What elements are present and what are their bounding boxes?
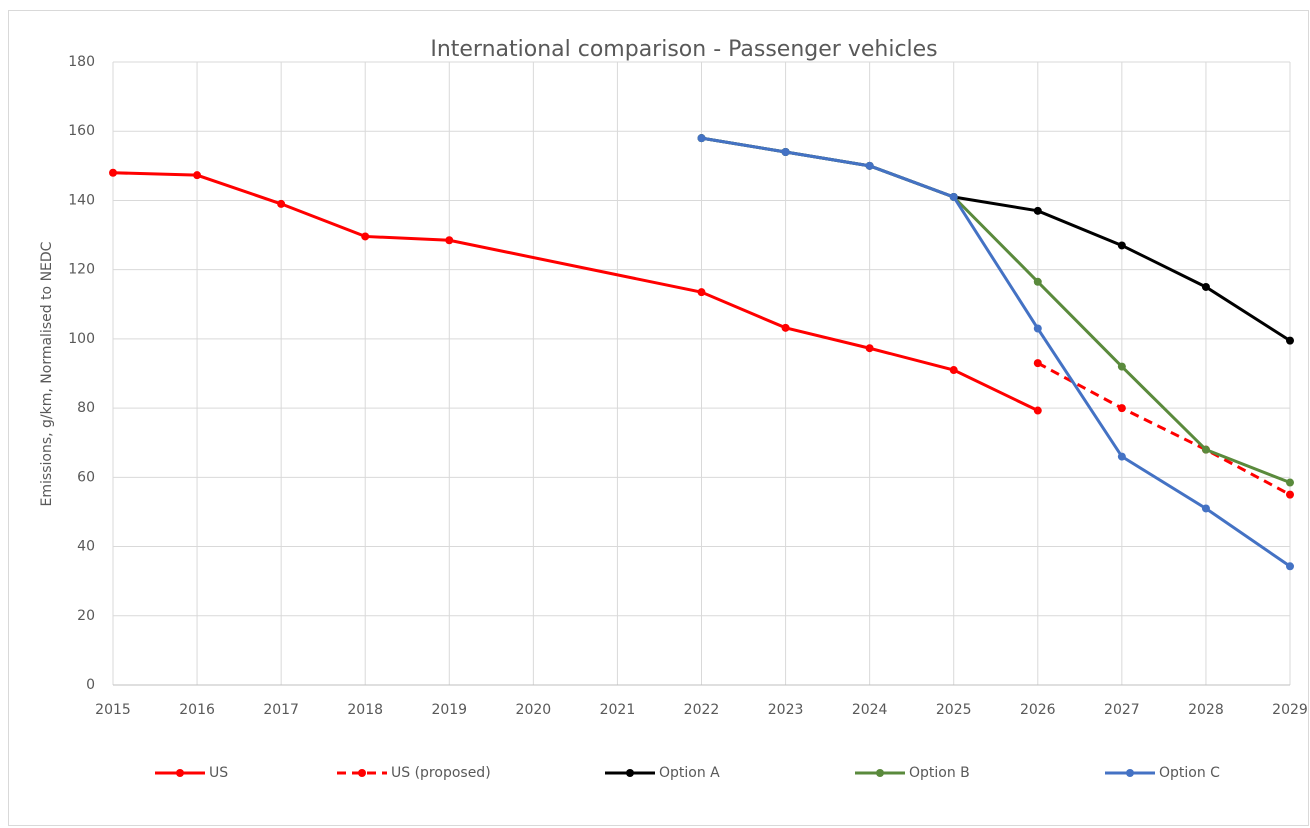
- y-tick-label: 120: [68, 262, 95, 278]
- series-line: [112, 171, 1039, 412]
- data-point: [1117, 404, 1126, 413]
- y-tick-label: 100: [68, 331, 95, 347]
- data-point: [865, 344, 874, 353]
- legend-label: Option C: [1159, 765, 1220, 781]
- x-tick-label: 2029: [1272, 702, 1308, 718]
- data-point: [949, 192, 958, 201]
- y-tick-label: 20: [77, 608, 95, 624]
- x-tick-label: 2022: [684, 702, 720, 718]
- x-tick-label: 2018: [347, 702, 383, 718]
- y-tick-label: 0: [86, 677, 95, 693]
- legend-marker: [358, 769, 366, 777]
- legend-marker: [176, 769, 184, 777]
- x-tick-label: 2019: [431, 702, 467, 718]
- legend-marker: [876, 769, 884, 777]
- data-point: [697, 134, 706, 143]
- data-point: [781, 147, 790, 156]
- legend-marker: [1126, 769, 1134, 777]
- data-point: [1117, 241, 1126, 250]
- x-tick-label: 2024: [852, 702, 888, 718]
- data-point: [1033, 324, 1042, 333]
- chart-title: International comparison - Passenger veh…: [430, 37, 937, 62]
- x-tick-label: 2028: [1188, 702, 1224, 718]
- data-point: [1117, 362, 1126, 371]
- x-tick-label: 2021: [600, 702, 636, 718]
- y-axis-label: Emissions, g/km, Normalised to NEDC: [39, 241, 55, 506]
- data-point: [361, 232, 370, 241]
- data-point: [1286, 478, 1294, 487]
- y-tick-label: 40: [77, 539, 95, 555]
- x-tick-label: 2025: [936, 702, 972, 718]
- y-tick-label: 60: [77, 469, 95, 485]
- data-point: [949, 366, 958, 375]
- x-tick-label: 2017: [263, 702, 299, 718]
- data-point: [1286, 562, 1294, 571]
- data-point: [1117, 452, 1126, 461]
- data-point: [1201, 282, 1210, 291]
- y-tick-label: 160: [68, 123, 95, 139]
- x-tick-label: 2026: [1020, 702, 1056, 718]
- data-point: [1201, 445, 1210, 454]
- x-tick-label: 2027: [1104, 702, 1140, 718]
- series-line: [701, 136, 1291, 568]
- x-tick-label: 2020: [516, 702, 552, 718]
- data-point: [781, 323, 790, 332]
- chart-border: [8, 10, 1309, 826]
- legend-label: Option B: [909, 765, 970, 781]
- data-point: [277, 199, 286, 208]
- x-tick-label: 2023: [768, 702, 804, 718]
- y-tick-label: 180: [68, 54, 95, 70]
- x-tick-label: 2015: [95, 702, 131, 718]
- legend-label: US (proposed): [391, 765, 491, 781]
- data-point: [1033, 359, 1042, 368]
- series-line: [1037, 361, 1291, 496]
- data-point: [1201, 504, 1210, 513]
- data-point: [109, 168, 117, 177]
- y-tick-label: 80: [77, 400, 95, 416]
- legend-label: Option A: [659, 765, 720, 781]
- data-point: [697, 288, 706, 297]
- x-tick-label: 2016: [179, 702, 215, 718]
- legend-label: US: [209, 765, 228, 781]
- data-point: [1286, 336, 1294, 345]
- data-point: [1033, 277, 1042, 286]
- data-point: [1286, 490, 1294, 499]
- data-point: [193, 171, 202, 180]
- legend-marker: [626, 769, 634, 777]
- data-point: [445, 236, 454, 245]
- y-tick-label: 140: [68, 192, 95, 208]
- data-point: [1033, 206, 1042, 215]
- data-point: [1033, 406, 1042, 415]
- data-point: [865, 161, 874, 170]
